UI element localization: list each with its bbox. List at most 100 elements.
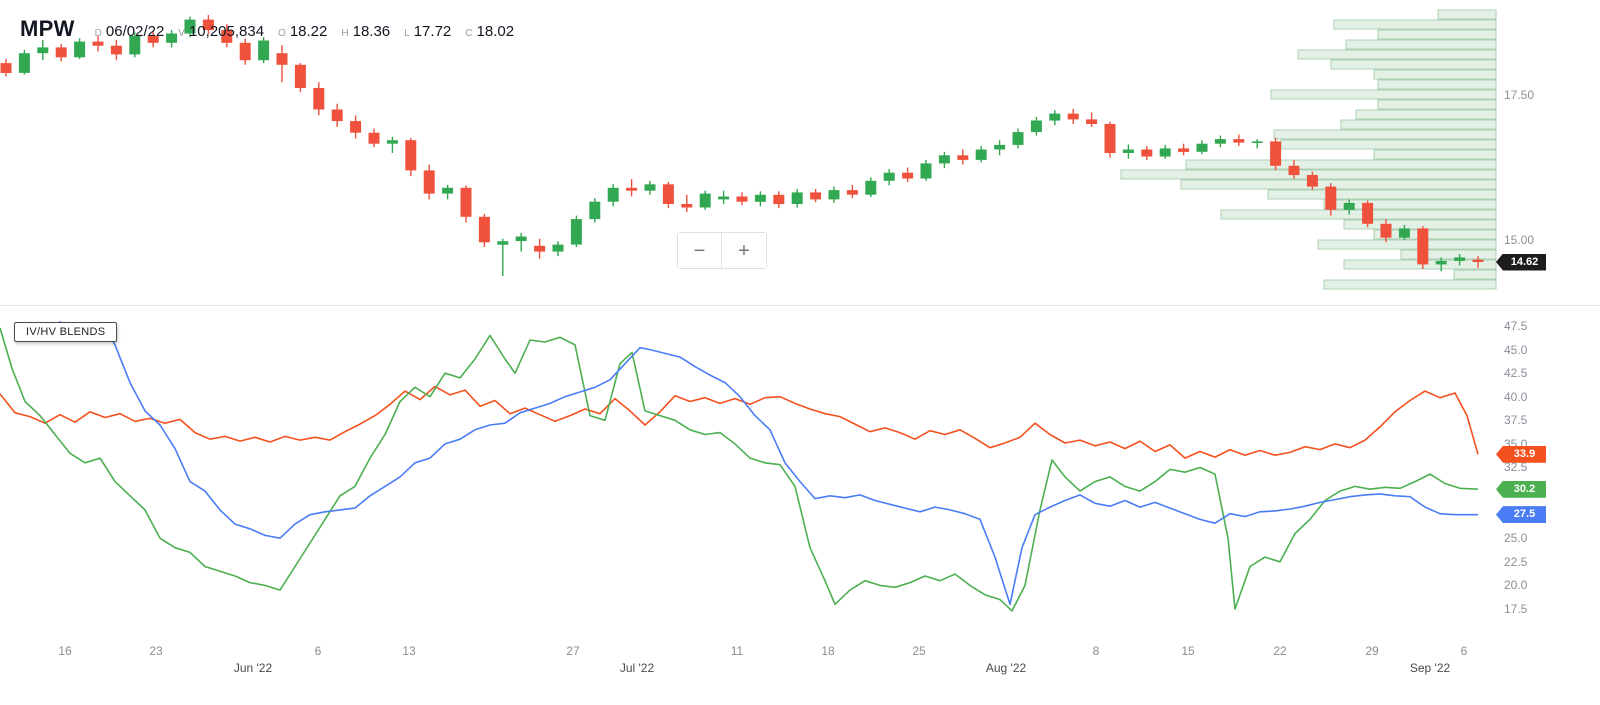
candle-body <box>902 172 914 179</box>
candle-body <box>810 192 822 200</box>
candle-body <box>1141 149 1153 157</box>
volume-profile-bar <box>1345 39 1497 50</box>
iv-axis-label: 32.5 <box>1504 460 1528 475</box>
x-axis-day-label: 11 <box>730 644 744 658</box>
volume-profile-bar <box>1437 9 1497 20</box>
high-label: H <box>341 28 349 39</box>
x-axis-day-label: 25 <box>912 644 926 658</box>
date-value: 06/02/22 <box>105 23 165 40</box>
candle-body <box>1086 119 1098 124</box>
legend-close: C 18.02 <box>465 23 514 40</box>
candle-body <box>368 132 380 144</box>
ticker-symbol[interactable]: MPW <box>20 16 75 41</box>
candle-body <box>1214 139 1226 144</box>
candle-body <box>994 144 1006 150</box>
x-axis-month-label: Aug '22 <box>985 661 1027 675</box>
last-price-tag: 14.62 <box>1496 253 1546 271</box>
candle-body <box>221 30 233 43</box>
candle-body <box>184 19 196 34</box>
candle-body <box>1251 141 1263 143</box>
price-axis-label: 15.00 <box>1504 233 1535 247</box>
candle-body <box>1122 149 1134 153</box>
candle-body <box>1049 113 1061 121</box>
candle-body <box>1159 148 1171 157</box>
candle-body <box>736 196 748 202</box>
candle-body <box>1306 175 1318 187</box>
legend-date: D 06/02/22 <box>95 23 165 40</box>
timeframe-label: D <box>94 28 102 39</box>
iv-axis-label: 47.5 <box>1504 319 1528 333</box>
x-axis-day-label: 16 <box>58 644 72 658</box>
iv-value-tag-green: 30.2 <box>1496 480 1546 498</box>
candle-body <box>662 184 674 204</box>
volume-profile-bar <box>1323 199 1497 210</box>
candle-body <box>350 121 362 133</box>
volume-profile-bar <box>1377 79 1497 90</box>
volume-profile-bar <box>1297 49 1497 60</box>
iv-axis-label: 22.5 <box>1504 554 1528 569</box>
zoom-out-button[interactable]: − <box>678 233 722 268</box>
iv-axis-label: 17.5 <box>1504 601 1528 616</box>
close-value: 18.02 <box>476 23 515 40</box>
iv-axis-label: 20.0 <box>1504 578 1528 593</box>
volume-value: 10,205,834 <box>188 23 265 40</box>
iv-axis-label: 42.5 <box>1504 366 1528 381</box>
candle-body <box>1343 202 1355 210</box>
x-axis-day-label: 23 <box>149 644 163 658</box>
zoom-in-button[interactable]: + <box>722 233 766 268</box>
x-axis-day-label: 6 <box>1460 644 1468 658</box>
candle-body <box>423 170 435 194</box>
candle-body <box>276 53 288 65</box>
candle-body <box>828 190 840 200</box>
x-axis: 16 23 6 13 27 11 18 25 8 15 22 29 6 Jun '22 Jul '22 Aug… <box>0 636 1600 705</box>
volume-profile-bar <box>1333 19 1497 30</box>
zoom-controls: − + <box>677 232 767 269</box>
open-label: O <box>278 28 286 39</box>
candle-body <box>405 140 417 171</box>
low-label: L <box>404 28 410 39</box>
candle-body <box>331 109 343 122</box>
candle-body <box>1030 120 1042 133</box>
candle-body <box>957 155 969 160</box>
candle-body <box>460 187 472 217</box>
indicator-chart-canvas[interactable] <box>0 306 1497 636</box>
volume-profile-bar <box>1355 109 1497 120</box>
candle-body <box>626 187 638 191</box>
indicator-badge[interactable]: IV/HV BLENDS <box>14 322 118 342</box>
pane-divider[interactable] <box>0 305 1600 306</box>
candle-body <box>1380 223 1392 238</box>
candle-body <box>92 41 104 46</box>
candle-body <box>846 190 858 195</box>
candle-body <box>37 47 49 54</box>
candle-body <box>1398 228 1410 238</box>
candle-body <box>1067 113 1079 120</box>
volume-profile-bar <box>1400 249 1497 260</box>
volume-profile-bar <box>1267 189 1497 200</box>
candle-body <box>1233 139 1245 143</box>
candle-body <box>699 193 711 208</box>
candle-body <box>258 40 270 61</box>
candle-body <box>1454 257 1466 261</box>
price-chart-canvas[interactable] <box>0 0 1497 305</box>
high-value: 18.36 <box>352 23 391 40</box>
volume-profile-bar <box>1323 279 1497 290</box>
volume-profile-bar <box>1373 149 1497 160</box>
iv-axis-label: 45.0 <box>1504 342 1528 357</box>
candle-body <box>294 64 306 88</box>
candle-body <box>791 192 803 204</box>
candle-body <box>552 244 564 252</box>
x-axis-day-label: 6 <box>314 644 322 658</box>
candle-body <box>166 33 178 43</box>
volume-profile-bar <box>1273 129 1497 140</box>
candle-body <box>1270 141 1282 166</box>
volume-profile-bar <box>1453 269 1497 280</box>
candle-body <box>1417 228 1429 265</box>
candle-body <box>883 172 895 181</box>
volume-profile-bar <box>1373 69 1497 80</box>
volume-profile-bar <box>1280 139 1497 150</box>
candle-body <box>0 63 12 73</box>
candle-body <box>129 35 141 55</box>
candle-body <box>55 47 67 58</box>
low-value: 17.72 <box>413 23 452 40</box>
candle-body <box>1362 202 1374 224</box>
